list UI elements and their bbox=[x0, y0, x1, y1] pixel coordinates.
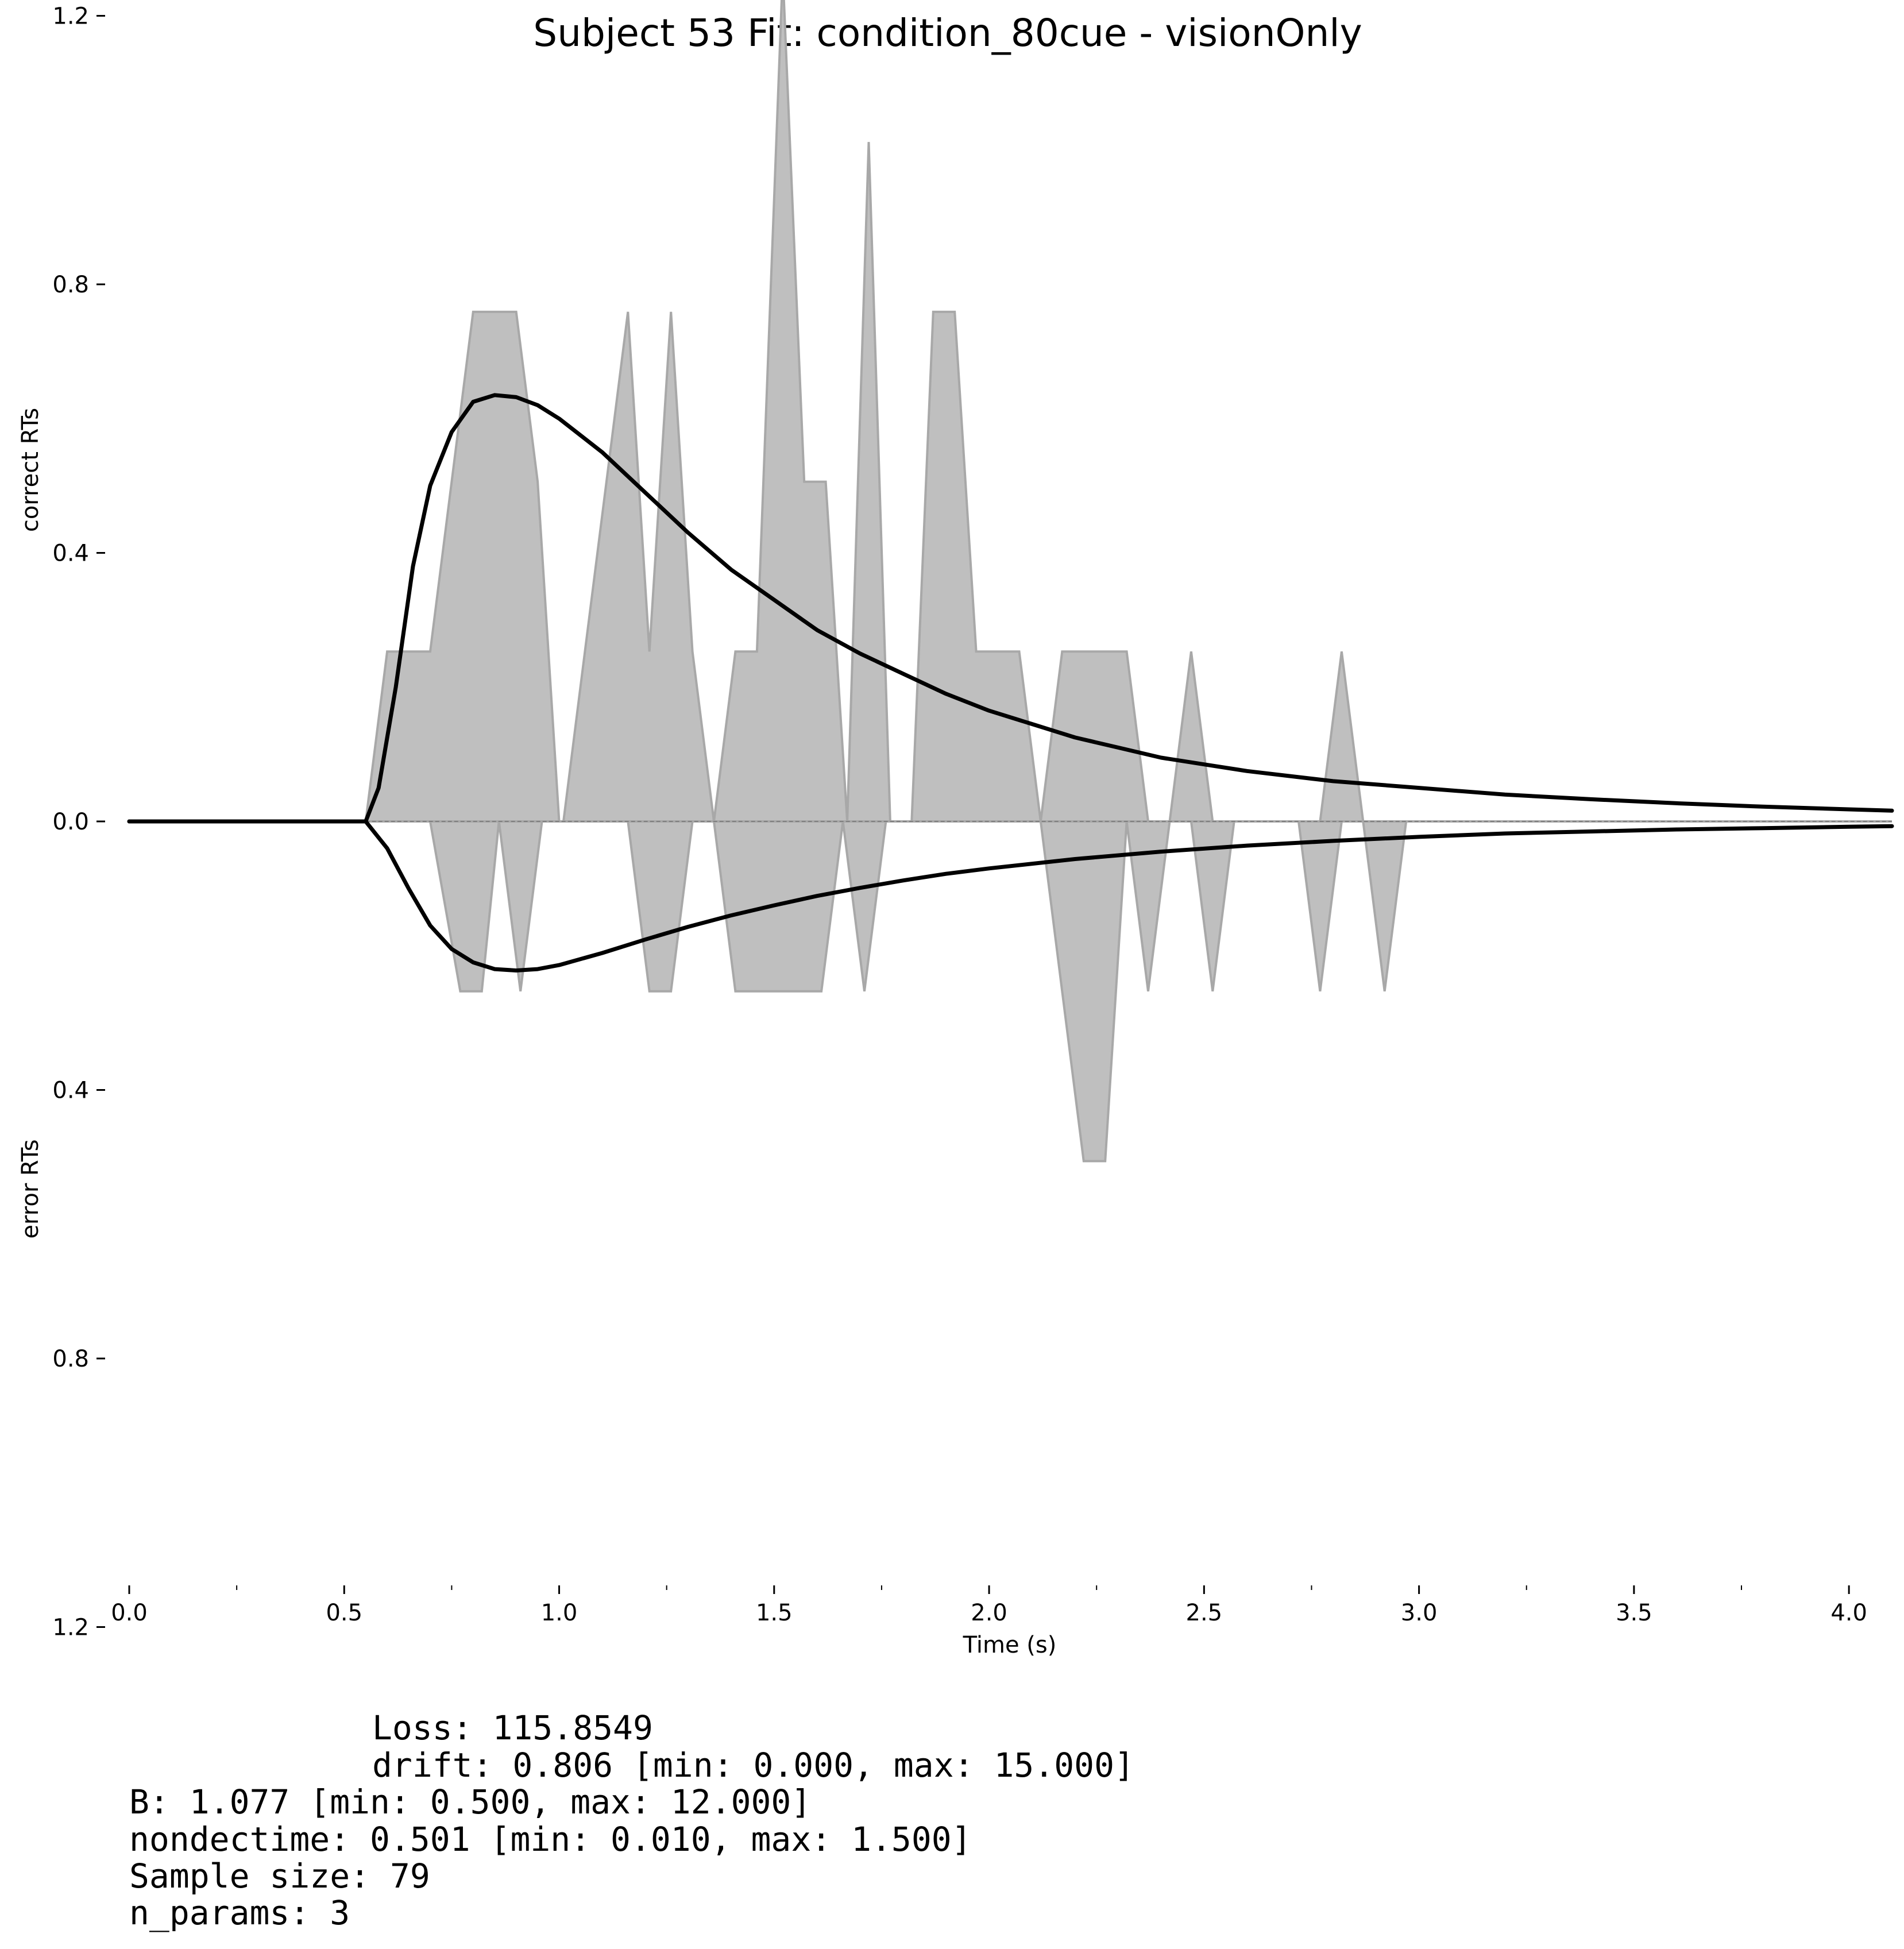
x-tick-label: 3.5 bbox=[1616, 1600, 1652, 1626]
error-rt-histogram bbox=[129, 820, 1892, 1163]
y-axis-label-correct: correct RTs bbox=[17, 408, 44, 532]
stats-line: n_params: 3 bbox=[129, 1893, 350, 1932]
x-tick-label: 2.5 bbox=[1186, 1600, 1223, 1626]
x-tick-label: 1.0 bbox=[541, 1600, 578, 1626]
x-tick-label: 0.0 bbox=[111, 1600, 148, 1626]
y-tick-label: 0.8 bbox=[52, 272, 89, 298]
plot-area: 1.2 0.8 0.4 0.0 0.4 0.8 1.2 0.0 0.5 1.0 1.5 2.0 2.5 3… bbox=[52, 0, 1894, 1641]
error-model-curve bbox=[127, 819, 1894, 972]
x-tick-label: 2.0 bbox=[971, 1600, 1007, 1626]
y-axis-label-error: error RTs bbox=[17, 1139, 44, 1238]
x-axis-label: Time (s) bbox=[963, 1632, 1057, 1658]
y-tick-label: 0.4 bbox=[52, 1078, 89, 1104]
x-tick-label: 4.0 bbox=[1830, 1600, 1867, 1626]
x-tick-label: 0.5 bbox=[326, 1600, 362, 1626]
correct-model-curve bbox=[127, 393, 1894, 824]
stats-line: B: 1.077 [min: 0.500, max: 12.000] bbox=[129, 1782, 811, 1821]
y-tick-label: 0.8 bbox=[52, 1346, 89, 1372]
y-tick-label: 1.2 bbox=[52, 1615, 89, 1641]
stats-line: drift: 0.806 [min: 0.000, max: 15.000] bbox=[372, 1746, 1134, 1785]
y-tick-label: 1.2 bbox=[52, 3, 89, 30]
chart-title: Subject 53 Fit: condition_80cue - vision… bbox=[533, 11, 1362, 55]
x-tick-label: 3.0 bbox=[1401, 1600, 1438, 1626]
x-tick-label: 1.5 bbox=[756, 1600, 793, 1626]
stats-line: Sample size: 79 bbox=[129, 1857, 430, 1896]
stats-line: Loss: 115.8549 bbox=[372, 1708, 653, 1747]
y-tick-label: 0.4 bbox=[52, 541, 89, 567]
stats-line: nondectime: 0.501 [min: 0.010, max: 1.50… bbox=[129, 1820, 972, 1859]
y-tick-label: 0.0 bbox=[52, 809, 89, 835]
